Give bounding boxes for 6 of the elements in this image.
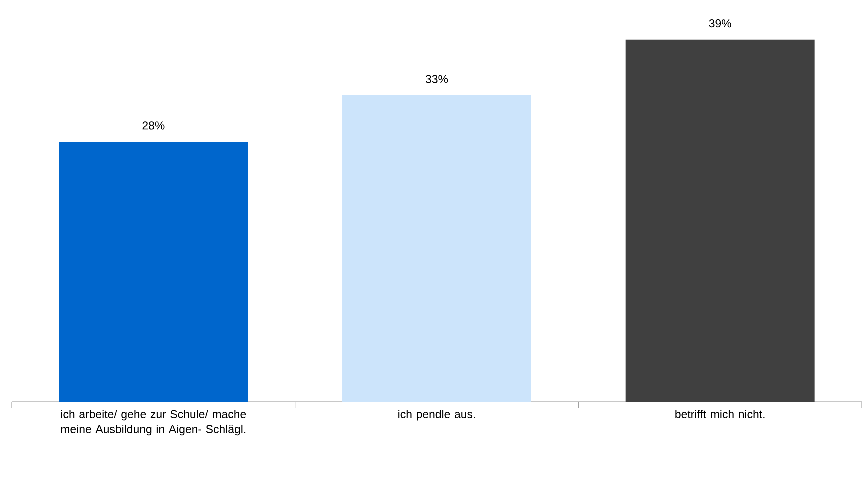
data-label: 39% (709, 20, 732, 28)
x-tick-label: ich arbeite/ gehe zur Schule/ mache meine Ausbildung in Aigen- Schlägl. (61, 410, 246, 436)
data-label: 28% (142, 122, 165, 130)
x-tick-label: betrifft mich nicht. (676, 410, 765, 418)
x-tick-label: ich pendle aus. (398, 410, 476, 421)
data-label: 33% (426, 75, 448, 84)
